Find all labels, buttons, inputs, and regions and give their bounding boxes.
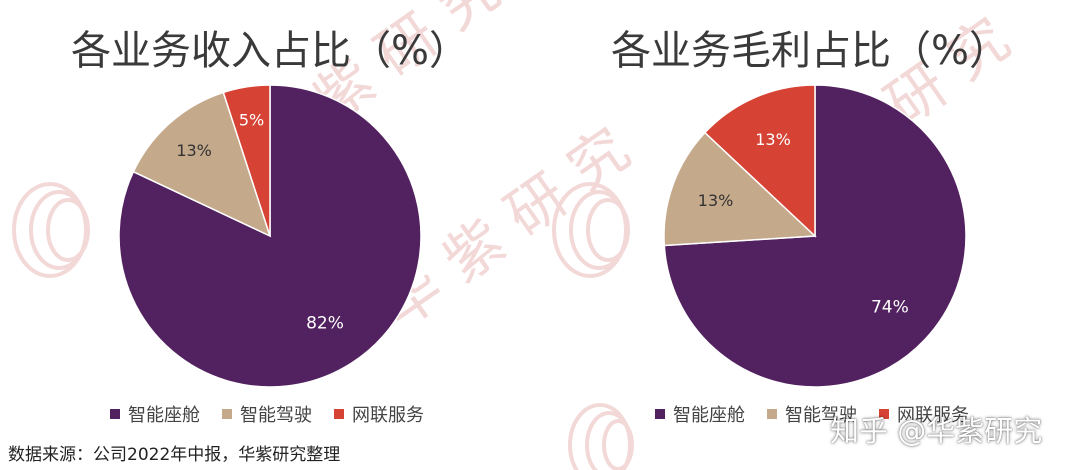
data-source-note: 数据来源：公司2022年中报，华紫研究整理	[8, 445, 341, 465]
chart-title-revenue: 各业务收入占比（%）	[70, 28, 469, 74]
legend-swatch-iov	[334, 409, 344, 419]
legend-item-cockpit: 智能座舱	[110, 401, 200, 427]
data-label-0: 82%	[306, 314, 344, 334]
data-label-1: 13%	[698, 191, 734, 210]
data-label-2: 13%	[755, 130, 791, 149]
legend-gross-profit: 智能座舱 智能驾驶 网联服务	[655, 401, 969, 427]
pie-slice-2	[703, 84, 816, 238]
pie-1: 74% 13% 13%	[663, 84, 967, 388]
legend-swatch-driving	[767, 409, 777, 419]
legend-item-iov: 网联服务	[334, 401, 424, 427]
legend-item-driving: 智能驾驶	[767, 401, 857, 427]
data-label-1: 13%	[176, 141, 212, 160]
pie-slice-1	[663, 131, 817, 247]
legend-item-iov: 网联服务	[879, 401, 969, 427]
legend-label: 智能座舱	[673, 405, 745, 426]
legend-label: 网联服务	[897, 405, 969, 426]
pie-slice-2	[222, 84, 271, 237]
pie-slice-1	[132, 91, 272, 238]
pie-0: 82% 13% 5%	[118, 84, 422, 388]
legend-label: 智能驾驶	[785, 405, 857, 426]
legend-swatch-driving	[222, 409, 232, 419]
legend-label: 网联服务	[352, 405, 424, 426]
zhihu-watermark: 知乎 @华紫研究	[830, 414, 1043, 448]
legend-label: 智能驾驶	[240, 405, 312, 426]
legend-revenue: 智能座舱 智能驾驶 网联服务	[110, 401, 424, 427]
legend-swatch-cockpit	[110, 409, 120, 419]
legend-item-cockpit: 智能座舱	[655, 401, 745, 427]
data-label-2: 5%	[239, 111, 264, 130]
legend-label: 智能座舱	[128, 405, 200, 426]
legend-swatch-iov	[879, 409, 889, 419]
legend-swatch-cockpit	[655, 409, 665, 419]
legend-item-driving: 智能驾驶	[222, 401, 312, 427]
chart-title-gross-profit: 各业务毛利占比（%）	[610, 28, 1009, 74]
data-label-0: 74%	[871, 297, 909, 317]
